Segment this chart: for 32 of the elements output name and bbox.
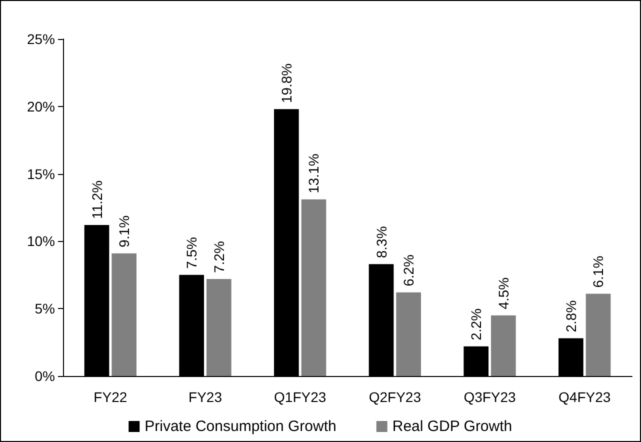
- data-label: 6.2%: [400, 254, 417, 286]
- y-tick-label: 5%: [34, 300, 55, 317]
- y-tick-label: 25%: [26, 31, 55, 47]
- data-label: 13.1%: [306, 154, 322, 194]
- x-tick-label: FY22: [94, 389, 128, 405]
- data-label: 4.5%: [495, 277, 512, 310]
- data-label: 6.1%: [590, 256, 606, 288]
- legend-label: Private Consumption Growth: [144, 418, 336, 435]
- data-label: 2.8%: [562, 300, 579, 332]
- bar: [206, 278, 232, 376]
- bar: [301, 199, 326, 376]
- data-label: 7.2%: [210, 241, 227, 273]
- x-tick-label: Q3FY23: [464, 389, 516, 405]
- x-tick-label: Q2FY23: [368, 389, 422, 405]
- x-tick-label: FY23: [188, 389, 222, 405]
- y-tick-label: 0%: [34, 368, 55, 384]
- data-label: 7.5%: [184, 236, 200, 269]
- bar: [490, 315, 516, 376]
- x-tick-label: Q1FY23: [274, 389, 326, 405]
- legend-label: Real GDP Growth: [392, 418, 512, 435]
- bar: [396, 292, 421, 376]
- data-label: 9.1%: [116, 215, 132, 248]
- y-tick-label: 15%: [26, 166, 55, 182]
- data-label: 11.2%: [88, 180, 105, 220]
- y-tick-label: 20%: [26, 98, 55, 114]
- bar: [112, 253, 136, 376]
- x-tick-label: Q4FY23: [558, 389, 611, 405]
- bar: [586, 294, 611, 376]
- data-label: 2.2%: [468, 308, 484, 340]
- data-label: 19.8%: [278, 63, 294, 104]
- y-tick-label: 10%: [26, 233, 55, 250]
- data-label: 8.3%: [373, 226, 390, 258]
